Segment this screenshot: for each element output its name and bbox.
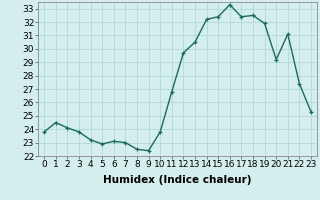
X-axis label: Humidex (Indice chaleur): Humidex (Indice chaleur) <box>103 175 252 185</box>
